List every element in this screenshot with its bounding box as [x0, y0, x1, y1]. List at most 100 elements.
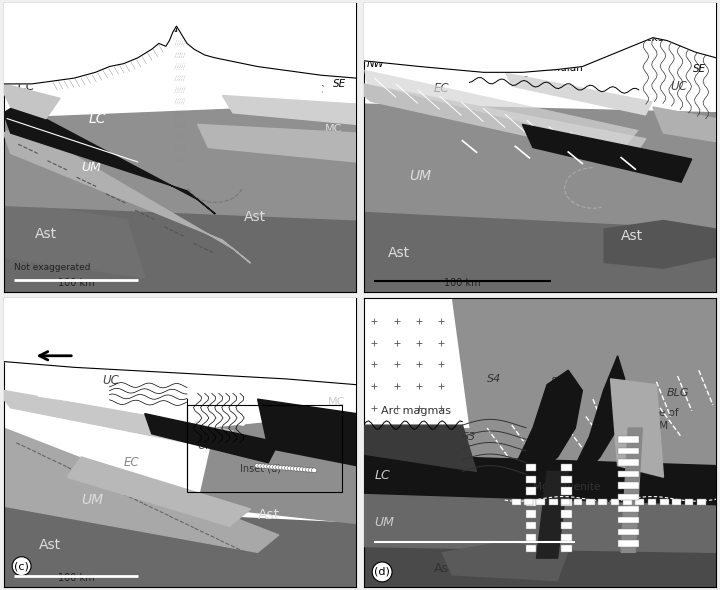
Text: LC: LC — [593, 129, 608, 142]
Bar — [561, 464, 572, 471]
Text: LC: LC — [374, 469, 390, 482]
Text: (b): (b) — [371, 12, 387, 22]
Text: LC: LC — [187, 420, 202, 433]
Polygon shape — [145, 414, 279, 463]
Text: Ast: Ast — [35, 227, 58, 241]
Bar — [618, 471, 639, 477]
Text: 100 km: 100 km — [58, 573, 94, 584]
Polygon shape — [536, 471, 568, 558]
Text: Ast: Ast — [388, 246, 410, 260]
Polygon shape — [364, 546, 716, 587]
Polygon shape — [67, 457, 251, 526]
Text: SE: SE — [333, 368, 346, 378]
Circle shape — [255, 463, 261, 468]
Text: NW: NW — [81, 351, 101, 360]
Circle shape — [266, 464, 272, 469]
Polygon shape — [364, 104, 716, 228]
Text: Mg-K syenite: Mg-K syenite — [533, 482, 600, 492]
Bar — [526, 533, 536, 541]
Text: Arc magmas: Arc magmas — [382, 406, 451, 416]
Bar — [618, 540, 639, 546]
Polygon shape — [441, 541, 568, 581]
Polygon shape — [568, 356, 625, 477]
Bar — [526, 476, 536, 483]
Text: UM: UM — [197, 439, 217, 452]
Circle shape — [302, 467, 308, 472]
Polygon shape — [4, 205, 356, 292]
Text: NW: NW — [7, 74, 25, 84]
Polygon shape — [4, 124, 251, 263]
Text: CC: CC — [18, 80, 35, 93]
Text: CC: CC — [423, 97, 440, 111]
Bar — [512, 499, 521, 504]
Circle shape — [290, 466, 296, 471]
Bar — [647, 499, 657, 504]
Bar — [561, 510, 572, 517]
Bar — [574, 499, 582, 504]
Polygon shape — [222, 78, 321, 96]
Circle shape — [261, 464, 266, 468]
Polygon shape — [505, 73, 653, 116]
Bar — [526, 464, 536, 471]
Bar — [660, 499, 669, 504]
Bar — [697, 499, 706, 504]
Bar — [561, 499, 570, 504]
Bar — [618, 483, 639, 489]
Circle shape — [294, 467, 299, 471]
Polygon shape — [364, 454, 716, 506]
Circle shape — [308, 468, 314, 473]
Circle shape — [270, 464, 275, 469]
Polygon shape — [4, 199, 145, 278]
Circle shape — [297, 467, 302, 471]
Bar — [618, 436, 639, 442]
Text: UM: UM — [603, 149, 626, 163]
Bar — [561, 545, 572, 552]
Text: CC: CC — [35, 379, 52, 392]
Text: Not exaggerated: Not exaggerated — [14, 263, 91, 272]
Text: UM: UM — [81, 161, 101, 174]
Polygon shape — [653, 107, 716, 142]
Polygon shape — [364, 298, 469, 428]
Polygon shape — [4, 104, 356, 220]
Text: UC: UC — [102, 374, 120, 387]
Text: NW: NW — [367, 58, 385, 68]
Circle shape — [305, 467, 311, 472]
Bar — [623, 499, 631, 504]
Circle shape — [279, 466, 284, 470]
Text: (a): (a) — [11, 12, 27, 22]
Text: UM: UM — [81, 493, 104, 507]
Bar — [611, 499, 619, 504]
Text: UC: UC — [309, 85, 325, 94]
Text: 342–337 Ma: 342–337 Ma — [14, 304, 86, 317]
Text: MC: MC — [325, 124, 342, 134]
Text: 354–342 Ma: 354–342 Ma — [504, 9, 576, 22]
Circle shape — [300, 467, 305, 471]
Text: SE: SE — [333, 79, 346, 89]
Polygon shape — [197, 414, 356, 523]
Polygon shape — [364, 494, 716, 552]
Polygon shape — [4, 84, 60, 119]
Text: S4: S4 — [487, 374, 501, 384]
Bar — [618, 448, 639, 454]
Circle shape — [287, 466, 293, 471]
Text: 100 km: 100 km — [444, 278, 481, 289]
Bar — [526, 510, 536, 517]
Bar — [561, 522, 572, 529]
Text: Ast: Ast — [434, 562, 454, 575]
Text: Ast: Ast — [243, 210, 266, 224]
Bar — [635, 499, 644, 504]
Text: Middle to Late Devonian: Middle to Late Devonian — [108, 10, 252, 23]
Text: S3: S3 — [462, 432, 477, 442]
Bar — [536, 499, 545, 504]
Text: MC: MC — [685, 115, 702, 125]
Bar — [618, 529, 639, 535]
Text: (c): (c) — [14, 561, 29, 571]
Text: SE: SE — [693, 64, 706, 74]
Polygon shape — [222, 96, 356, 124]
Polygon shape — [197, 124, 356, 162]
Polygon shape — [505, 371, 582, 477]
Text: (d): (d) — [374, 567, 390, 577]
Polygon shape — [603, 220, 716, 269]
Polygon shape — [4, 506, 356, 587]
Polygon shape — [611, 379, 664, 477]
